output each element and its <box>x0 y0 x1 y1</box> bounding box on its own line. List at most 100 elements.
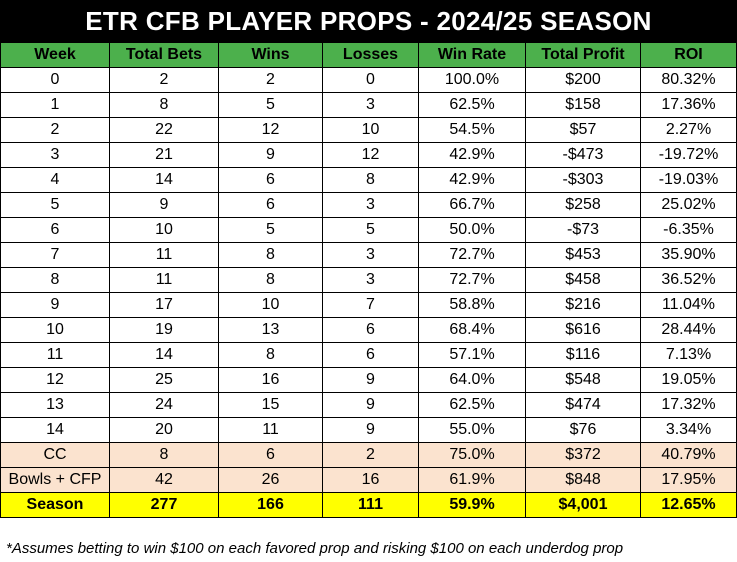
cell-total-profit: $4,001 <box>525 492 641 518</box>
cell-win-rate: 72.7% <box>418 242 526 268</box>
cell-losses: 12 <box>322 142 419 168</box>
cell-week: 2 <box>0 117 110 143</box>
header-week: Week <box>0 42 110 68</box>
cell-week: 0 <box>0 67 110 93</box>
cell-roi: 25.02% <box>640 192 737 218</box>
cell-roi: 7.13% <box>640 342 737 368</box>
postseason-row: CC 8 6 2 75.0% $372 40.79% <box>0 442 737 468</box>
table-row: 10 19 13 6 68.4% $616 28.44% <box>0 317 737 343</box>
cell-roi: 2.27% <box>640 117 737 143</box>
cell-losses: 6 <box>322 317 419 343</box>
cell-roi: 80.32% <box>640 67 737 93</box>
cell-roi: 28.44% <box>640 317 737 343</box>
cell-roi: 19.05% <box>640 367 737 393</box>
cell-total-profit: $458 <box>525 267 641 293</box>
cell-total-bets: 24 <box>109 392 219 418</box>
header-wins: Wins <box>218 42 323 68</box>
cell-losses: 7 <box>322 292 419 318</box>
cell-week: CC <box>0 442 110 468</box>
cell-win-rate: 58.8% <box>418 292 526 318</box>
table-row: 5 9 6 3 66.7% $258 25.02% <box>0 192 737 218</box>
table-row: 14 20 11 9 55.0% $76 3.34% <box>0 417 737 443</box>
cell-total-bets: 20 <box>109 417 219 443</box>
cell-win-rate: 54.5% <box>418 117 526 143</box>
cell-win-rate: 57.1% <box>418 342 526 368</box>
cell-roi: 17.95% <box>640 467 737 493</box>
cell-total-profit: $848 <box>525 467 641 493</box>
cell-roi: 35.90% <box>640 242 737 268</box>
cell-losses: 3 <box>322 92 419 118</box>
header-losses: Losses <box>322 42 419 68</box>
cell-wins: 8 <box>218 342 323 368</box>
cell-week: 14 <box>0 417 110 443</box>
cell-week: 10 <box>0 317 110 343</box>
cell-total-profit: $616 <box>525 317 641 343</box>
cell-losses: 16 <box>322 467 419 493</box>
season-total-row: Season 277 166 111 59.9% $4,001 12.65% <box>0 492 737 518</box>
table-row: 9 17 10 7 58.8% $216 11.04% <box>0 292 737 318</box>
cell-wins: 8 <box>218 242 323 268</box>
cell-total-bets: 277 <box>109 492 219 518</box>
cell-win-rate: 62.5% <box>418 392 526 418</box>
cell-wins: 6 <box>218 192 323 218</box>
cell-total-bets: 22 <box>109 117 219 143</box>
cell-wins: 16 <box>218 367 323 393</box>
cell-losses: 6 <box>322 342 419 368</box>
table-row: 3 21 9 12 42.9% -$473 -19.72% <box>0 142 737 168</box>
footnote: *Assumes betting to win $100 on each fav… <box>6 540 624 557</box>
cell-total-bets: 9 <box>109 192 219 218</box>
cell-wins: 5 <box>218 92 323 118</box>
cell-roi: 11.04% <box>640 292 737 318</box>
cell-week: 13 <box>0 392 110 418</box>
cell-wins: 12 <box>218 117 323 143</box>
cell-roi: -6.35% <box>640 217 737 243</box>
cell-roi: 17.32% <box>640 392 737 418</box>
cell-total-bets: 19 <box>109 317 219 343</box>
cell-losses: 10 <box>322 117 419 143</box>
cell-total-bets: 21 <box>109 142 219 168</box>
cell-losses: 9 <box>322 417 419 443</box>
cell-total-profit: $216 <box>525 292 641 318</box>
header-win-rate: Win Rate <box>418 42 526 68</box>
sheet-title: ETR CFB PLAYER PROPS - 2024/25 SEASON <box>0 0 737 42</box>
cell-losses: 8 <box>322 167 419 193</box>
cell-win-rate: 61.9% <box>418 467 526 493</box>
cell-wins: 26 <box>218 467 323 493</box>
cell-losses: 9 <box>322 367 419 393</box>
cell-total-bets: 2 <box>109 67 219 93</box>
cell-wins: 166 <box>218 492 323 518</box>
table-row: 11 14 8 6 57.1% $116 7.13% <box>0 342 737 368</box>
table-row: 2 22 12 10 54.5% $57 2.27% <box>0 117 737 143</box>
table-row: 0 2 2 0 100.0% $200 80.32% <box>0 67 737 93</box>
cell-week: Bowls + CFP <box>0 467 110 493</box>
cell-total-profit: $548 <box>525 367 641 393</box>
cell-total-profit: $372 <box>525 442 641 468</box>
cell-losses: 5 <box>322 217 419 243</box>
cell-total-profit: -$303 <box>525 167 641 193</box>
cell-roi: 17.36% <box>640 92 737 118</box>
cell-win-rate: 55.0% <box>418 417 526 443</box>
table-row: 8 11 8 3 72.7% $458 36.52% <box>0 267 737 293</box>
cell-total-bets: 17 <box>109 292 219 318</box>
cell-wins: 8 <box>218 267 323 293</box>
postseason-row: Bowls + CFP 42 26 16 61.9% $848 17.95% <box>0 467 737 493</box>
cell-week: 4 <box>0 167 110 193</box>
cell-losses: 111 <box>322 492 419 518</box>
cell-total-bets: 8 <box>109 92 219 118</box>
cell-week: 11 <box>0 342 110 368</box>
cell-roi: -19.72% <box>640 142 737 168</box>
table-row: 4 14 6 8 42.9% -$303 -19.03% <box>0 167 737 193</box>
cell-week: 1 <box>0 92 110 118</box>
cell-roi: 40.79% <box>640 442 737 468</box>
cell-total-bets: 11 <box>109 242 219 268</box>
header-roi: ROI <box>640 42 737 68</box>
cell-win-rate: 42.9% <box>418 167 526 193</box>
header-row: Week Total Bets Wins Losses Win Rate Tot… <box>0 42 737 68</box>
cell-total-profit: $116 <box>525 342 641 368</box>
cell-win-rate: 50.0% <box>418 217 526 243</box>
cell-wins: 10 <box>218 292 323 318</box>
cell-total-bets: 14 <box>109 342 219 368</box>
table-row: 7 11 8 3 72.7% $453 35.90% <box>0 242 737 268</box>
cell-total-profit: $57 <box>525 117 641 143</box>
